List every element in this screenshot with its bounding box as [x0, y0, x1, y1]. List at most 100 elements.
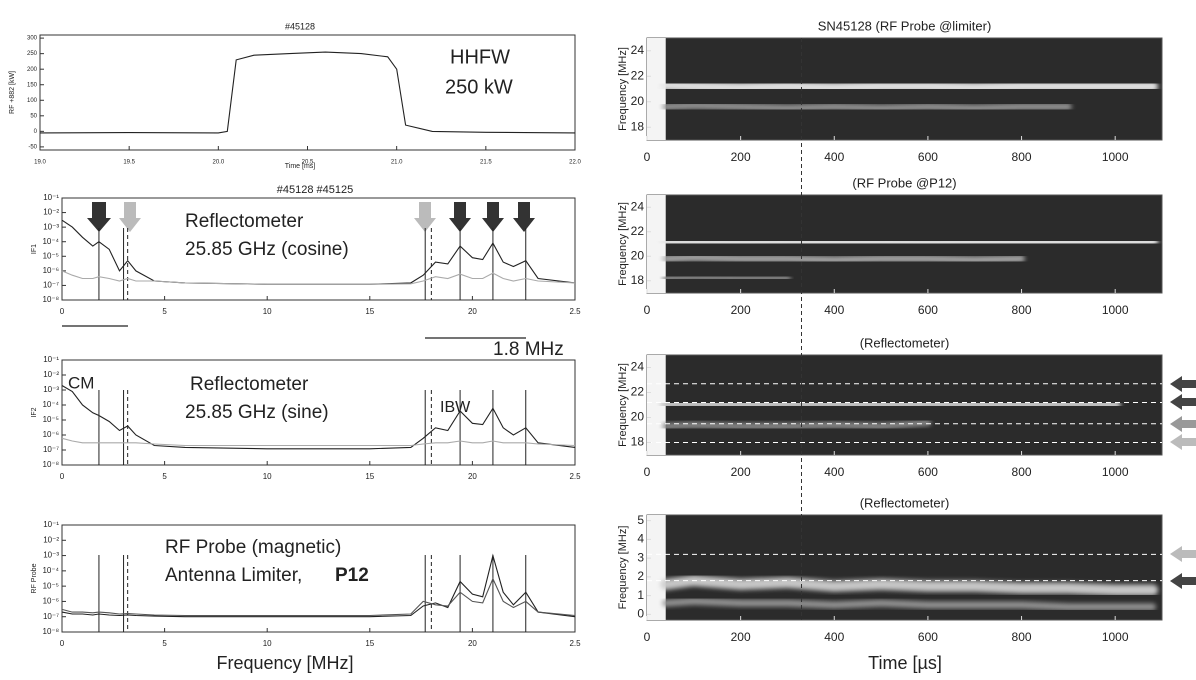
x-tick-label: 1000 [1102, 465, 1129, 479]
y-tick-label: 5 [637, 513, 644, 527]
x-tick-label: 20 [468, 307, 477, 316]
chart-title: (Reflectometer) [860, 495, 950, 510]
y-tick-label: 10⁻⁷ [43, 281, 59, 290]
spectral-band [662, 419, 932, 430]
y-tick-label: 100 [27, 98, 38, 104]
spectral-band [660, 398, 1121, 411]
series-line [61, 437, 576, 447]
y-tick-label: 18 [631, 119, 645, 133]
y-axis-label: Frequency [MHz] [617, 526, 629, 610]
y-tick-label: 10⁻² [43, 208, 59, 217]
x-tick-label: 600 [918, 630, 938, 644]
spectral-band [660, 236, 1159, 249]
annotation: 25.85 GHz (sine) [185, 402, 329, 423]
series-line [61, 270, 576, 285]
y-tick-label: 10⁻³ [43, 385, 59, 394]
spectral-band [660, 575, 1159, 596]
y-axis-label: Frequency [MHz] [617, 363, 629, 447]
annotation: Reflectometer [190, 374, 309, 395]
annotation: 1.8 MHz [493, 339, 564, 360]
x-tick-label: 19.5 [123, 160, 135, 166]
x-tick-label: 22.0 [569, 160, 581, 166]
series-line [61, 385, 576, 450]
plot-edge [647, 515, 666, 620]
y-axis-label: Frequency [MHz] [617, 202, 629, 286]
x-tick-label: 5 [162, 307, 167, 316]
y-tick-label: 22 [631, 68, 645, 82]
y-tick-label: 10⁻⁵ [43, 251, 59, 260]
harmonic-arrows [62, 325, 526, 339]
y-tick-label: 10⁻³ [43, 551, 59, 560]
y-tick-label: 10⁻⁸ [43, 460, 60, 469]
y-tick-label: 10⁻⁴ [42, 237, 59, 246]
x-tick-label: 2.5 [569, 639, 581, 648]
chart-title: (Reflectometer) [860, 335, 950, 350]
y-tick-label: 22 [631, 385, 645, 399]
x-tick-label: 800 [1012, 630, 1032, 644]
y-tick-label: 10⁻¹ [43, 193, 59, 202]
y-tick-label: 20 [631, 248, 645, 262]
x-tick-label: 200 [731, 150, 751, 164]
x-axis-label: Frequency [MHz] [216, 653, 353, 673]
y-tick-label: 24 [631, 43, 645, 57]
x-tick-label: 400 [824, 630, 844, 644]
y-tick-label: 18 [631, 273, 645, 287]
y-tick-label: 300 [27, 36, 38, 42]
x-tick-label: 10 [263, 472, 272, 481]
x-axis-label: Time [ms] [285, 163, 316, 170]
x-tick-label: 600 [918, 465, 938, 479]
x-tick-label: 0 [60, 472, 65, 481]
y-tick-label: 10⁻⁴ [42, 566, 59, 575]
x-tick-label: 15 [365, 307, 374, 316]
x-tick-label: 200 [731, 630, 751, 644]
x-tick-label: 20.0 [212, 160, 224, 166]
y-tick-label: 0 [34, 129, 38, 135]
y-axis-label: IF2 [31, 407, 38, 417]
y-axis-label: IF1 [31, 244, 38, 254]
x-tick-label: 20 [468, 639, 477, 648]
x-tick-label: 10 [263, 307, 272, 316]
y-axis-label: RF Probe [31, 563, 38, 593]
chart-title: #45128 [285, 21, 315, 31]
x-tick-label: 21.5 [480, 160, 492, 166]
y-tick-label: -50 [28, 144, 37, 150]
annotation: Reflectometer [185, 211, 304, 232]
x-tick-label: 1000 [1102, 150, 1129, 164]
y-tick-label: 10⁻⁷ [43, 612, 59, 621]
side-arrows [1170, 376, 1196, 589]
y-tick-label: 200 [27, 67, 38, 73]
y-tick-label: 10⁻⁸ [43, 295, 60, 304]
y-tick-label: 150 [27, 82, 38, 88]
x-tick-label: 5 [162, 639, 167, 648]
spectral-band [662, 253, 1025, 264]
x-tick-label: 400 [824, 303, 844, 317]
chart-title: (RF Probe @P12) [852, 175, 956, 190]
y-tick-label: 10⁻⁸ [43, 627, 60, 636]
x-tick-label: 800 [1012, 150, 1032, 164]
y-tick-label: 10⁻⁶ [43, 266, 59, 275]
y-tick-label: 20 [631, 94, 645, 108]
x-tick-label: 15 [365, 639, 374, 648]
x-tick-label: 2.5 [569, 472, 581, 481]
chart-title: #45128 #45125 [277, 184, 353, 196]
plot-edge [647, 195, 666, 293]
y-tick-label: 10⁻¹ [43, 520, 59, 529]
y-tick-label: 10⁻¹ [43, 355, 59, 364]
y-tick-label: 50 [30, 113, 37, 119]
spectral-band [660, 79, 1159, 94]
x-tick-label: 800 [1012, 465, 1032, 479]
y-tick-label: 10⁻³ [43, 222, 59, 231]
x-tick-label: 400 [824, 465, 844, 479]
series-line [61, 553, 576, 618]
series-line [39, 51, 576, 134]
x-tick-label: 200 [731, 465, 751, 479]
x-tick-label: 15 [365, 472, 374, 481]
y-tick-label: 250 [27, 51, 38, 57]
y-tick-label: 0 [637, 607, 644, 621]
x-tick-label: 20 [468, 472, 477, 481]
x-tick-label: 0 [644, 465, 651, 479]
annotation: 25.85 GHz (cosine) [185, 239, 349, 260]
spectral-band [662, 102, 1072, 112]
x-tick-label: 0 [60, 639, 65, 648]
x-tick-label: 21.0 [391, 160, 403, 166]
